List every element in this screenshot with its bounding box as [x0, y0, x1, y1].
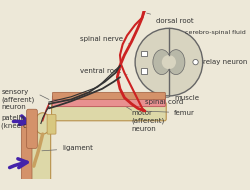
Text: relay neuron: relay neuron: [203, 59, 247, 65]
Text: spinal cord: spinal cord: [145, 96, 184, 105]
Text: ventral root: ventral root: [80, 68, 127, 74]
Text: femur: femur: [145, 110, 195, 116]
Text: cerebro-spinal fluid: cerebro-spinal fluid: [185, 30, 246, 35]
Text: sensory
(afferent)
neuron: sensory (afferent) neuron: [2, 89, 35, 110]
FancyBboxPatch shape: [26, 121, 51, 182]
Ellipse shape: [35, 113, 51, 134]
Text: spinal nerve: spinal nerve: [80, 36, 129, 44]
FancyBboxPatch shape: [52, 92, 165, 99]
Bar: [141, 51, 147, 56]
FancyBboxPatch shape: [21, 122, 32, 181]
Circle shape: [193, 59, 198, 65]
Bar: [141, 68, 147, 74]
Text: motor
(afferent)
neuron: motor (afferent) neuron: [132, 110, 165, 132]
Text: dorsal root: dorsal root: [147, 13, 193, 24]
Text: ligament: ligament: [42, 145, 93, 151]
FancyBboxPatch shape: [52, 96, 165, 107]
Text: muscle: muscle: [136, 95, 199, 101]
FancyBboxPatch shape: [52, 102, 166, 121]
FancyBboxPatch shape: [47, 115, 56, 134]
Circle shape: [135, 28, 203, 96]
FancyBboxPatch shape: [27, 109, 37, 148]
Circle shape: [162, 55, 176, 69]
Ellipse shape: [167, 50, 185, 74]
Text: patella
(knee cap): patella (knee cap): [1, 116, 38, 129]
Ellipse shape: [153, 50, 171, 74]
